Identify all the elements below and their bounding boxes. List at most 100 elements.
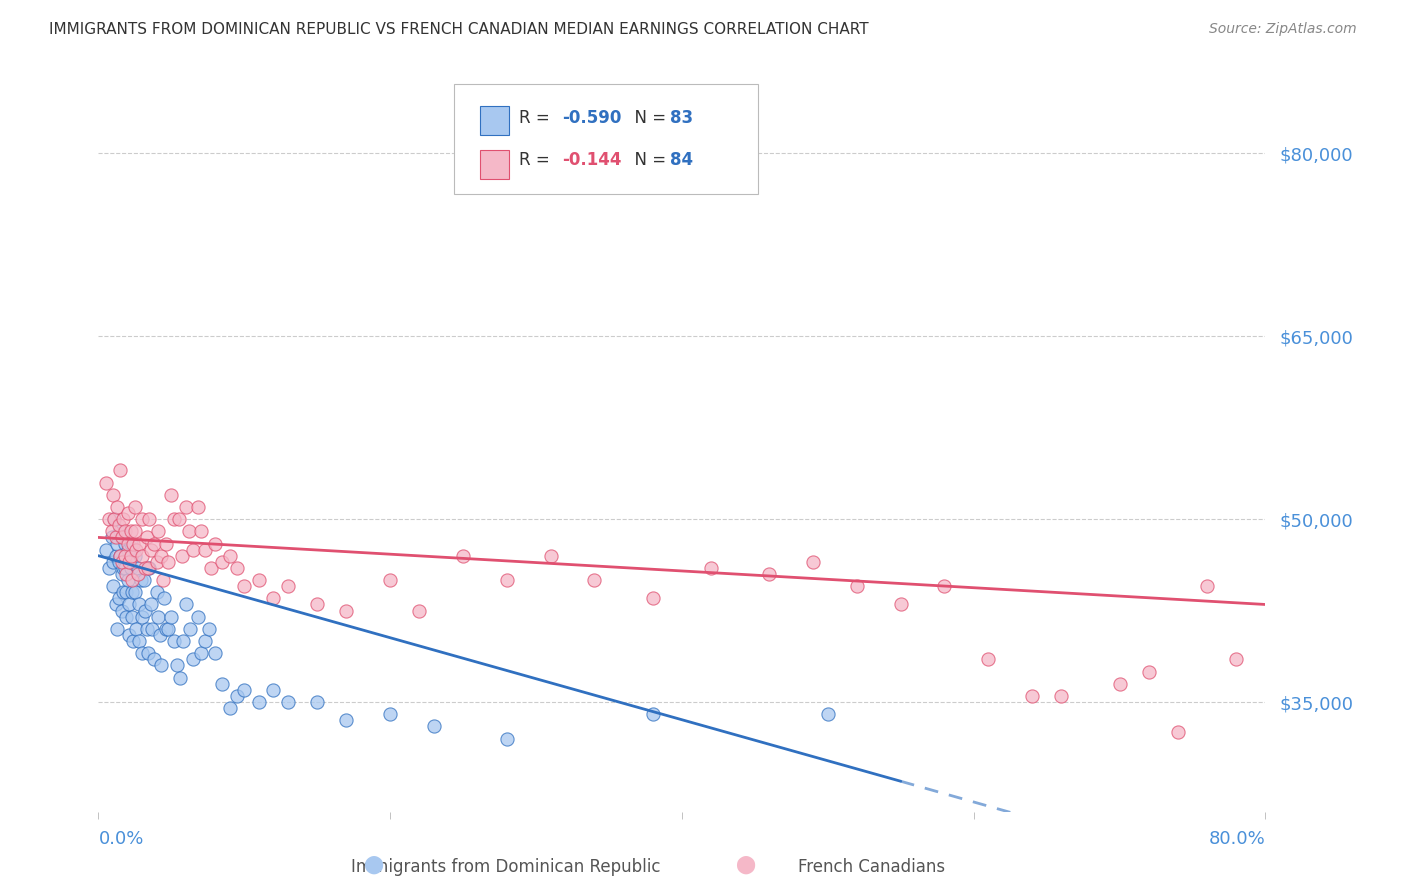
Point — [204, 646, 226, 660]
Point — [120, 549, 142, 563]
Point — [111, 555, 134, 569]
Point — [94, 542, 117, 557]
Point — [380, 573, 402, 587]
Point — [163, 512, 186, 526]
Point — [190, 524, 212, 539]
Point — [118, 598, 141, 612]
Point — [149, 628, 172, 642]
Point — [104, 598, 127, 612]
Point — [262, 591, 284, 606]
Point — [163, 634, 186, 648]
Point — [150, 549, 173, 563]
Point — [108, 555, 131, 569]
Point — [934, 579, 956, 593]
Point — [120, 561, 142, 575]
Point — [408, 604, 430, 618]
Point — [127, 561, 149, 575]
Point — [122, 634, 145, 648]
Point — [169, 671, 191, 685]
Text: R =: R = — [519, 151, 554, 169]
Point — [540, 549, 562, 563]
Point — [111, 604, 134, 618]
Point — [218, 549, 240, 563]
Point — [108, 518, 131, 533]
Point — [155, 622, 177, 636]
Point — [262, 682, 284, 697]
FancyBboxPatch shape — [454, 84, 758, 194]
Point — [890, 598, 912, 612]
Point — [190, 646, 212, 660]
Point — [153, 591, 176, 606]
Point — [128, 536, 150, 550]
Point — [131, 512, 153, 526]
Point — [112, 512, 135, 526]
Point — [100, 524, 122, 539]
Point — [335, 714, 357, 728]
Point — [226, 689, 249, 703]
Point — [307, 598, 329, 612]
Point — [148, 609, 170, 624]
Point — [138, 512, 160, 526]
Point — [157, 622, 180, 636]
Text: ⬤: ⬤ — [363, 856, 382, 874]
Point — [124, 524, 146, 539]
Point — [103, 512, 125, 526]
Point — [423, 719, 446, 733]
Text: R =: R = — [519, 109, 554, 127]
Point — [111, 530, 134, 544]
Point — [100, 530, 122, 544]
Text: -0.144: -0.144 — [562, 151, 621, 169]
Point — [104, 549, 127, 563]
Point — [104, 530, 127, 544]
Point — [111, 567, 134, 582]
Point — [129, 573, 152, 587]
Point — [110, 524, 132, 539]
Point — [105, 536, 128, 550]
Point — [146, 555, 169, 569]
Point — [110, 549, 132, 563]
Point — [307, 695, 329, 709]
Point — [198, 622, 221, 636]
Point — [194, 542, 217, 557]
Point — [496, 573, 519, 587]
Text: 84: 84 — [671, 151, 693, 169]
Point — [136, 646, 159, 660]
Point — [218, 701, 240, 715]
Point — [114, 524, 136, 539]
Point — [132, 573, 155, 587]
Point — [226, 561, 249, 575]
Point — [801, 555, 824, 569]
Point — [1195, 579, 1218, 593]
Point — [105, 500, 128, 514]
Point — [139, 542, 162, 557]
Point — [700, 561, 723, 575]
Point — [247, 695, 270, 709]
Point — [114, 536, 136, 550]
Point — [141, 622, 163, 636]
FancyBboxPatch shape — [479, 106, 509, 136]
Point — [1167, 725, 1189, 739]
Point — [170, 549, 193, 563]
Point — [125, 622, 148, 636]
Point — [117, 573, 139, 587]
Point — [120, 536, 142, 550]
Point — [204, 536, 226, 550]
Point — [131, 646, 153, 660]
Text: N =: N = — [623, 109, 671, 127]
Point — [167, 512, 190, 526]
Text: -0.590: -0.590 — [562, 109, 621, 127]
Point — [335, 604, 357, 618]
Point — [233, 579, 256, 593]
Point — [128, 634, 150, 648]
Point — [135, 622, 157, 636]
Point — [139, 598, 162, 612]
Point — [121, 573, 143, 587]
Point — [152, 573, 174, 587]
Point — [131, 549, 153, 563]
Text: 83: 83 — [671, 109, 693, 127]
Point — [1050, 689, 1073, 703]
Point — [194, 634, 217, 648]
Point — [112, 585, 135, 599]
Point — [583, 573, 606, 587]
Point — [120, 524, 142, 539]
